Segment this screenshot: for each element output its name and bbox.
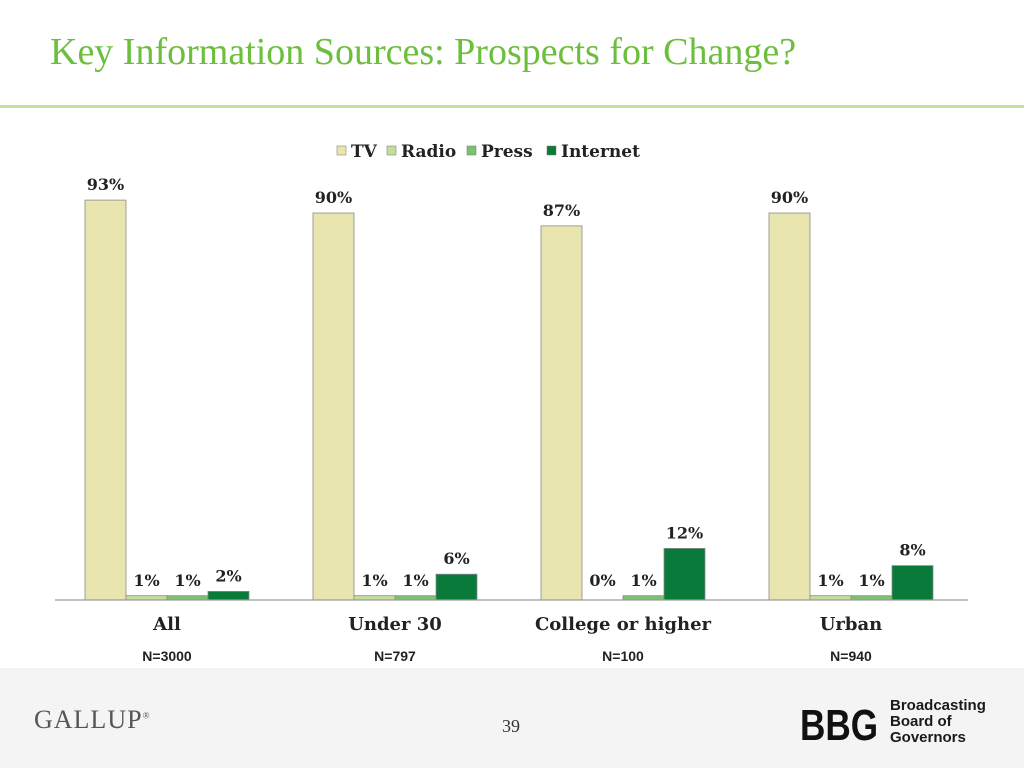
value-label-internet-1: 6%: [443, 549, 469, 568]
category-label-0: All: [152, 614, 181, 635]
bbg-line-1: Broadcasting: [890, 697, 986, 714]
value-label-internet-3: 8%: [899, 541, 925, 560]
bar-tv-2: [540, 225, 583, 601]
value-label-radio-0: 1%: [133, 571, 159, 590]
legend-swatch-press: [466, 145, 477, 156]
legend-label-internet: Internet: [561, 142, 640, 162]
bar-tv-0: [84, 199, 127, 601]
value-label-tv-3: 90%: [771, 188, 808, 207]
category-label-3: Urban: [820, 614, 883, 635]
bar-press-2: [622, 595, 665, 601]
bar-internet-1: [435, 573, 478, 601]
legend-label-press: Press: [481, 142, 533, 162]
value-label-tv-1: 90%: [315, 188, 352, 207]
gallup-logo: GALLUP®: [34, 705, 150, 735]
bar-internet-2: [663, 547, 706, 601]
value-label-radio-2: 0%: [589, 571, 615, 590]
footer-band: [0, 668, 1024, 768]
legend-label-tv: TV: [351, 142, 378, 162]
bar-press-3: [850, 595, 893, 601]
value-label-press-1: 1%: [402, 571, 428, 590]
bar-internet-0: [207, 590, 250, 601]
bar-chart: TV Radio Press Internet 93% 1% 1% 2% All N=3000 90…: [55, 142, 968, 664]
legend-swatch-tv: [336, 145, 347, 156]
bbg-logo-text: Broadcasting Board of Governors: [890, 698, 986, 746]
legend-swatch-internet: [546, 145, 557, 156]
value-label-tv-2: 87%: [543, 201, 580, 220]
bar-press-1: [394, 595, 437, 601]
value-label-radio-3: 1%: [817, 571, 843, 590]
title-divider: [0, 105, 1024, 108]
legend-swatch-radio: [386, 145, 397, 156]
bar-radio-1: [353, 595, 396, 601]
bbg-line-2: Board of: [890, 713, 952, 730]
category-label-1: Under 30: [348, 614, 442, 635]
bar-radio-3: [809, 595, 852, 601]
value-label-internet-2: 12%: [666, 523, 703, 542]
bbg-line-3: Governors: [890, 729, 966, 746]
sample-size-label-2: N=100: [602, 648, 644, 664]
registered-mark: ®: [142, 710, 151, 721]
bbg-logo-mark: BBG: [800, 701, 878, 746]
value-label-tv-0: 93%: [87, 175, 124, 194]
gallup-logo-text: GALLUP: [34, 705, 143, 734]
bar-internet-3: [891, 565, 934, 601]
value-label-radio-1: 1%: [361, 571, 387, 590]
slide-title: Key Information Sources: Prospects for C…: [50, 31, 797, 73]
value-label-internet-0: 2%: [215, 566, 241, 585]
value-label-press-0: 1%: [174, 571, 200, 590]
sample-size-label-0: N=3000: [142, 648, 192, 664]
value-label-press-2: 1%: [630, 571, 656, 590]
bar-tv-1: [312, 212, 355, 601]
bar-press-0: [166, 595, 209, 601]
category-label-2: College or higher: [535, 614, 712, 635]
sample-size-label-3: N=940: [830, 648, 872, 664]
page-number: 39: [502, 716, 520, 736]
sample-size-label-1: N=797: [374, 648, 416, 664]
legend-label-radio: Radio: [401, 142, 456, 162]
bar-tv-3: [768, 212, 811, 601]
value-label-press-3: 1%: [858, 571, 884, 590]
bar-radio-0: [125, 595, 168, 601]
bbg-logo-icon: BBG: [800, 701, 878, 746]
